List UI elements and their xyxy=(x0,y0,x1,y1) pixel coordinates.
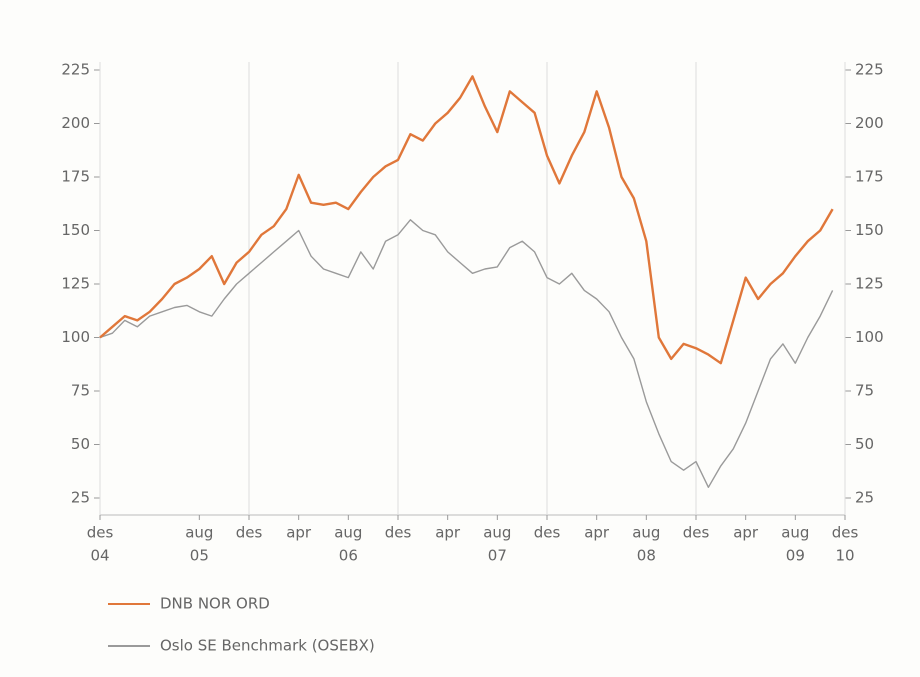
y2-tick-label: 75 xyxy=(855,382,874,400)
x-tick-label: des xyxy=(236,524,263,542)
x-tick-label: apr xyxy=(286,524,312,542)
y2-tick-label: 125 xyxy=(855,275,884,293)
x-tick-label: aug xyxy=(781,524,809,542)
y2-tick-label: 175 xyxy=(855,168,884,186)
x-tick-label: des xyxy=(87,524,114,542)
x-year-label: 07 xyxy=(488,547,507,565)
x-year-label: 05 xyxy=(190,547,209,565)
x-tick-label: des xyxy=(534,524,561,542)
y2-tick-label: 50 xyxy=(855,435,874,453)
series-line xyxy=(99,75,834,365)
x-tick-label: apr xyxy=(435,524,461,542)
y2-tick-label: 225 xyxy=(855,61,884,79)
y2-tick-label: 150 xyxy=(855,221,884,239)
y-tick-label: 150 xyxy=(61,221,90,239)
y-tick-label: 100 xyxy=(61,328,90,346)
legend-label: Oslo SE Benchmark (OSEBX) xyxy=(160,637,375,655)
x-tick-label: aug xyxy=(185,524,213,542)
y-tick-label: 225 xyxy=(61,61,90,79)
y2-tick-label: 200 xyxy=(855,114,884,132)
y-tick-label: 50 xyxy=(71,435,90,453)
y-tick-label: 75 xyxy=(71,382,90,400)
x-year-label: 08 xyxy=(637,547,656,565)
y2-tick-label: 100 xyxy=(855,328,884,346)
x-tick-label: aug xyxy=(632,524,660,542)
legend-label: DNB NOR ORD xyxy=(160,595,270,613)
x-tick-label: apr xyxy=(733,524,759,542)
x-year-label: 09 xyxy=(786,547,805,565)
x-tick-label: aug xyxy=(483,524,511,542)
x-tick-label: apr xyxy=(584,524,610,542)
x-tick-label: des xyxy=(385,524,412,542)
x-year-label: 10 xyxy=(835,547,854,565)
series-line xyxy=(99,219,834,488)
x-year-label: 04 xyxy=(90,547,109,565)
y-tick-label: 200 xyxy=(61,114,90,132)
y-tick-label: 125 xyxy=(61,275,90,293)
y-tick-label: 25 xyxy=(71,489,90,507)
x-tick-label: des xyxy=(683,524,710,542)
x-tick-label: aug xyxy=(334,524,362,542)
x-year-label: 06 xyxy=(339,547,358,565)
y2-tick-label: 25 xyxy=(855,489,874,507)
x-tick-label: des xyxy=(832,524,859,542)
y-tick-label: 175 xyxy=(61,168,90,186)
